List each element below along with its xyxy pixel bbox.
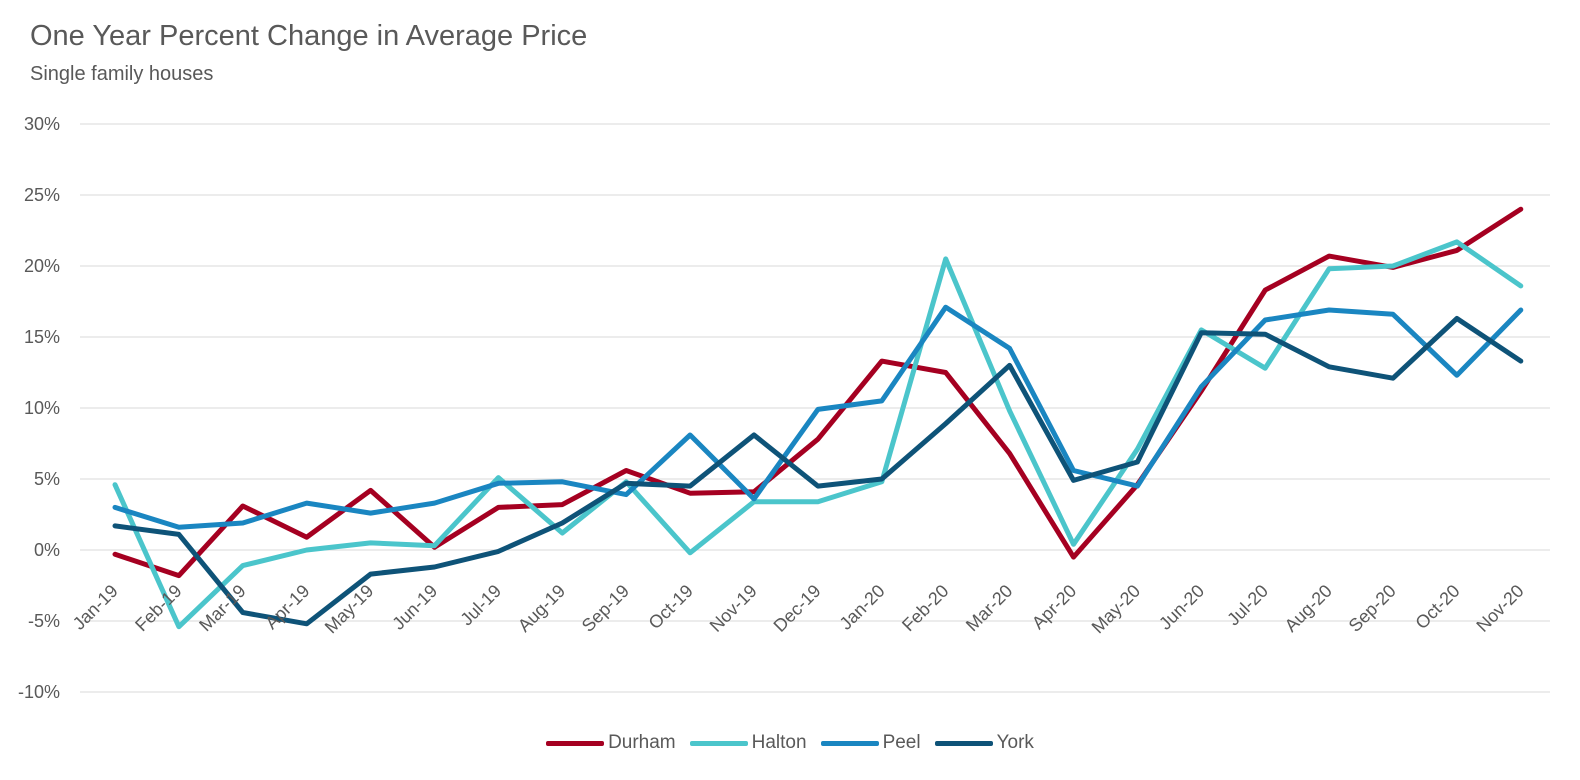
- x-tick-label: Aug-19: [514, 581, 569, 636]
- series-line-york: [112, 316, 1524, 627]
- x-tick-label: Mar-20: [962, 581, 1016, 635]
- legend-swatch: [689, 740, 748, 746]
- x-tick-label: Feb-20: [898, 581, 952, 635]
- y-tick-label: 5%: [34, 469, 60, 489]
- legend-item-york: York: [934, 732, 1034, 754]
- legend-label: Durham: [608, 732, 676, 753]
- y-tick-label: 30%: [24, 114, 60, 134]
- x-tick-label: Aug-20: [1281, 581, 1336, 636]
- x-tick-label: May-20: [1088, 581, 1145, 638]
- x-tick-label: Jan-20: [836, 581, 889, 634]
- legend-label: Peel: [882, 732, 921, 753]
- y-tick-label: -10%: [18, 682, 60, 702]
- legend: Durham Halton Peel York: [0, 732, 1580, 754]
- series-line-durham: [112, 206, 1524, 579]
- x-tick-label: Oct-20: [1411, 581, 1463, 633]
- x-tick-label: Apr-20: [1028, 581, 1080, 633]
- x-tick-label: Oct-19: [645, 581, 697, 633]
- legend-swatch: [546, 740, 605, 746]
- series-line-peel: [112, 304, 1524, 530]
- y-tick-label: 15%: [24, 327, 60, 347]
- gridlines: [80, 123, 1550, 693]
- x-tick-label: Sep-19: [578, 581, 633, 636]
- legend-item-halton: Halton: [689, 732, 807, 754]
- legend-swatch: [820, 740, 879, 746]
- y-tick-label: 25%: [24, 185, 60, 205]
- legend-item-peel: Peel: [820, 732, 921, 754]
- chart-title: One Year Percent Change in Average Price: [30, 20, 588, 52]
- series-lines: [112, 206, 1524, 630]
- legend-label: Halton: [751, 732, 807, 753]
- x-tick-label: Jan-19: [69, 581, 122, 634]
- y-tick-label: 20%: [24, 256, 60, 276]
- x-tick-label: Sep-20: [1345, 581, 1400, 636]
- x-tick-label: Nov-20: [1472, 581, 1527, 636]
- legend-item-durham: Durham: [546, 732, 676, 754]
- y-tick-label: -5%: [28, 611, 60, 631]
- y-axis-ticks: 30% 25% 20% 15% 10% 5% 0% -5% -10%: [18, 114, 60, 702]
- x-tick-label: Jul-20: [1223, 581, 1272, 630]
- legend-swatch: [934, 740, 993, 746]
- y-tick-label: 10%: [24, 398, 60, 418]
- legend-label: York: [996, 732, 1034, 753]
- x-tick-label: Nov-19: [706, 581, 761, 636]
- x-tick-label: Jun-19: [388, 581, 441, 634]
- x-tick-label: Jun-20: [1155, 581, 1208, 634]
- x-axis-ticks: Jan-19 Feb-19 Mar-19 Apr-19 May-19 Jun-19 Jul-…: [69, 581, 1528, 638]
- series-line-halton: [112, 239, 1524, 630]
- x-tick-label: Dec-19: [770, 581, 825, 636]
- chart-subtitle: Single family houses: [30, 63, 214, 85]
- y-tick-label: 0%: [34, 540, 60, 560]
- x-tick-label: Jul-19: [456, 581, 505, 630]
